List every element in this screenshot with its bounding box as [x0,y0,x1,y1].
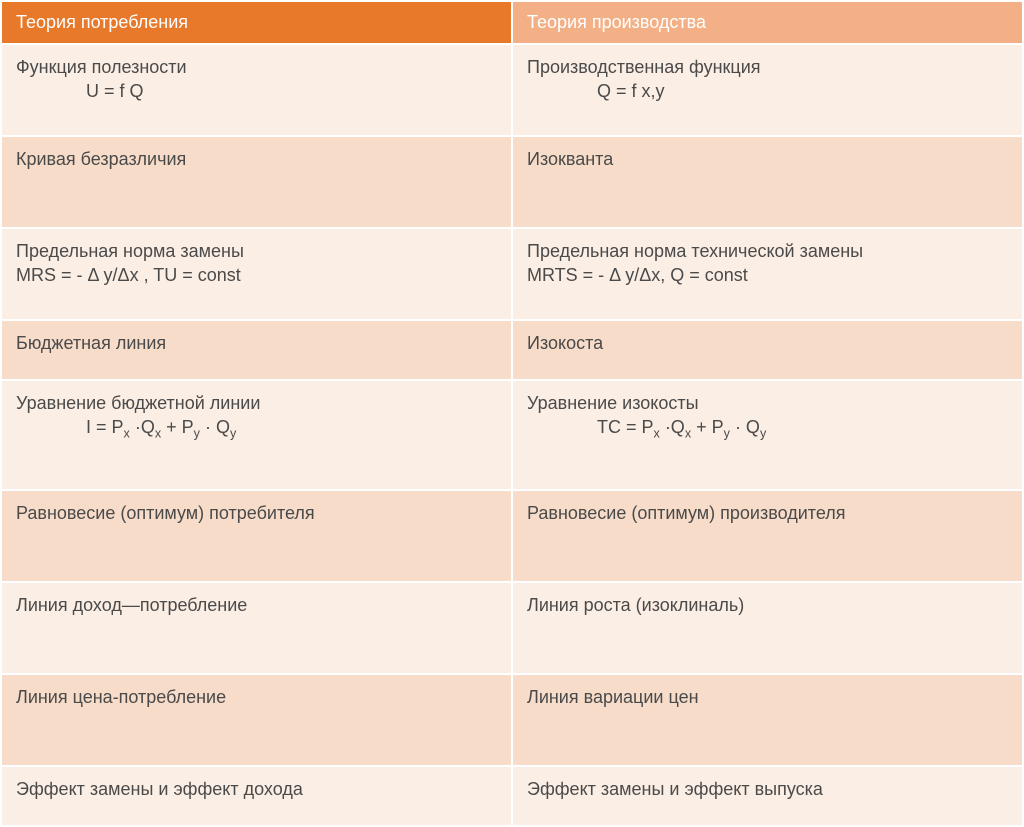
cell-text: Равновесие (оптимум) потребителя [16,501,497,525]
cell-formula: I = Px ·Qx + Py · Qy [16,415,497,443]
cell-right: Изокоста [512,320,1023,380]
table-header-row: Теория потребления Теория производства [1,1,1023,44]
table-row: Функция полезности U = f Q Производствен… [1,44,1023,136]
cell-right: Производственная функция Q = f x,y [512,44,1023,136]
header-consumption: Теория потребления [1,1,512,44]
cell-text: Кривая безразличия [16,147,497,171]
table-row: Линия цена-потребление Линия вариации це… [1,674,1023,766]
cell-line2: MRS = - Δ y/Δx , TU = const [16,263,497,287]
cell-text: Эффект замены и эффект дохода [16,777,497,801]
table-row: Линия доход—потребление Линия роста (изо… [1,582,1023,674]
cell-text: Бюджетная линия [16,331,497,355]
header-production: Теория производства [512,1,1023,44]
cell-left: Кривая безразличия [1,136,512,228]
cell-right: Линия роста (изоклиналь) [512,582,1023,674]
table-row: Уравнение бюджетной линии I = Px ·Qx + P… [1,380,1023,490]
table-row: Равновесие (оптимум) потребителя Равнове… [1,490,1023,582]
cell-text: Производственная функция [527,55,1008,79]
cell-text: Эффект замены и эффект выпуска [527,777,1008,801]
cell-right: Предельная норма технической замены MRTS… [512,228,1023,320]
cell-left: Функция полезности U = f Q [1,44,512,136]
cell-text: Изокоста [527,331,1008,355]
cell-text: Уравнение бюджетной линии [16,391,497,415]
cell-left: Равновесие (оптимум) потребителя [1,490,512,582]
cell-left: Линия доход—потребление [1,582,512,674]
table-row: Кривая безразличия Изокванта [1,136,1023,228]
cell-text: Предельная норма замены [16,239,497,263]
cell-text: Предельная норма технической замены [527,239,1008,263]
cell-formula: Q = f x,y [527,79,1008,103]
cell-right: Изокванта [512,136,1023,228]
cell-text: Линия вариации цен [527,685,1008,709]
cell-text: Линия роста (изоклиналь) [527,593,1008,617]
cell-right: Равновесие (оптимум) производителя [512,490,1023,582]
cell-formula: U = f Q [16,79,497,103]
cell-line2: MRTS = - Δ y/Δx, Q = const [527,263,1008,287]
cell-right: Уравнение изокосты TC = Px ·Qx + Py · Qy [512,380,1023,490]
cell-right: Линия вариации цен [512,674,1023,766]
cell-left: Уравнение бюджетной линии I = Px ·Qx + P… [1,380,512,490]
cell-text: Равновесие (оптимум) производителя [527,501,1008,525]
cell-text: Функция полезности [16,55,497,79]
cell-left: Линия цена-потребление [1,674,512,766]
cell-text: Изокванта [527,147,1008,171]
table-row: Эффект замены и эффект дохода Эффект зам… [1,766,1023,826]
cell-text: Уравнение изокосты [527,391,1008,415]
comparison-table: Теория потребления Теория производства Ф… [0,0,1024,827]
cell-formula: TC = Px ·Qx + Py · Qy [527,415,1008,443]
cell-left: Бюджетная линия [1,320,512,380]
table-row: Бюджетная линия Изокоста [1,320,1023,380]
table-row: Предельная норма замены MRS = - Δ y/Δx ,… [1,228,1023,320]
cell-text: Линия доход—потребление [16,593,497,617]
cell-right: Эффект замены и эффект выпуска [512,766,1023,826]
cell-left: Предельная норма замены MRS = - Δ y/Δx ,… [1,228,512,320]
cell-left: Эффект замены и эффект дохода [1,766,512,826]
cell-text: Линия цена-потребление [16,685,497,709]
